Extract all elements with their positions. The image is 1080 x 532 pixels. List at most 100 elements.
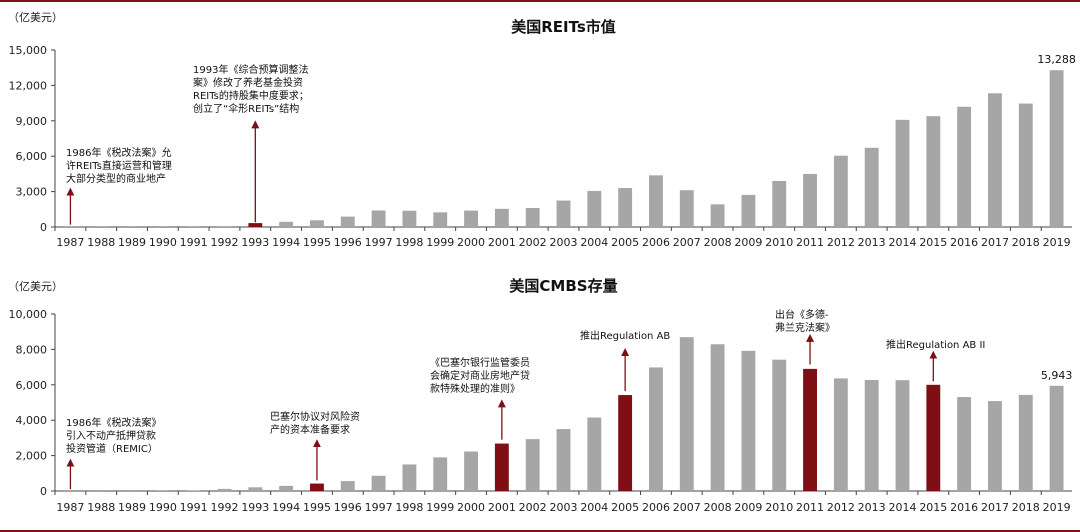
annotation-text-line: 许REITs直接运营和管理 <box>66 159 172 172</box>
bar-highlight <box>618 395 633 491</box>
bar <box>371 210 386 227</box>
annotation-text-line: 会确定对商业房地产贷 <box>430 369 530 382</box>
y-tick-label: 6,000 <box>16 150 48 163</box>
annotation-text-line: 1986年《税改法案》允 <box>66 146 171 159</box>
x-tick-label: 1998 <box>395 501 423 514</box>
y-tick-label: 10,000 <box>9 308 48 321</box>
bar <box>279 485 294 491</box>
bar <box>803 173 817 227</box>
x-tick-label: 2019 <box>1043 236 1071 249</box>
x-tick-label: 2004 <box>580 501 608 514</box>
bar <box>310 220 324 227</box>
bar <box>186 490 201 491</box>
bar <box>525 439 540 491</box>
x-tick-label: 1991 <box>180 501 208 514</box>
bar <box>279 221 294 227</box>
bottom-rule <box>0 530 1080 532</box>
x-tick-label: 2018 <box>1012 501 1040 514</box>
annotation-text-line: 创立了“伞形REITs”结构 <box>193 102 299 115</box>
x-tick-label: 1991 <box>180 236 208 249</box>
y-tick-label: 8,000 <box>16 343 48 356</box>
annotation-text-line: 1986年《税改法案》 <box>66 416 161 429</box>
y-tick-label: 4,000 <box>16 414 48 427</box>
x-tick-label: 1989 <box>118 501 146 514</box>
bar <box>340 216 355 227</box>
annotation-text-line: 出台《多德- <box>775 308 829 321</box>
x-tick-label: 2007 <box>673 501 701 514</box>
annotation-text-line: 推出Regulation AB <box>580 329 670 342</box>
x-tick-label: 1992 <box>211 501 239 514</box>
x-tick-label: 2010 <box>765 236 793 249</box>
y-tick-label: 12,000 <box>9 79 48 92</box>
bar <box>433 457 448 491</box>
annotation-text-line: 巴塞尔协议对风险资 <box>270 410 360 423</box>
x-tick-label: 1997 <box>365 236 393 249</box>
annotation-text-line: 《巴塞尔银行监管委员 <box>430 356 530 369</box>
bar <box>1018 394 1033 491</box>
x-tick-label: 2016 <box>950 501 978 514</box>
bar <box>988 93 1002 227</box>
x-tick-label: 1989 <box>118 236 146 249</box>
bar <box>433 212 448 227</box>
bar <box>957 106 972 227</box>
annotation-text-line: 1993年《综合预算调整法 <box>193 63 308 76</box>
x-tick-label: 2017 <box>981 501 1009 514</box>
bar <box>833 155 848 227</box>
x-tick-label: 2004 <box>580 236 608 249</box>
bar <box>957 397 972 491</box>
bar <box>988 401 1002 491</box>
x-tick-label: 2010 <box>765 501 793 514</box>
bar <box>833 378 848 491</box>
x-tick-label: 1996 <box>334 501 362 514</box>
x-tick-label: 2000 <box>457 236 485 249</box>
x-tick-label: 2006 <box>642 236 670 249</box>
x-tick-label: 2015 <box>919 501 947 514</box>
x-tick-label: 1987 <box>56 236 84 249</box>
x-tick-label: 2005 <box>611 501 639 514</box>
chart-title: 美国CMBS存量 <box>509 277 617 295</box>
bar <box>402 210 417 227</box>
bar <box>618 188 633 227</box>
x-tick-label: 1994 <box>272 236 300 249</box>
bar <box>556 200 571 227</box>
y-axis-unit: （亿美元） <box>8 11 63 24</box>
bar <box>1049 385 1064 491</box>
bar-highlight <box>494 443 509 491</box>
x-tick-label: 1992 <box>211 236 239 249</box>
bar <box>895 380 910 491</box>
bar <box>649 175 663 227</box>
x-tick-label: 2018 <box>1012 236 1040 249</box>
x-tick-label: 2019 <box>1043 501 1071 514</box>
annotation-text-line: 引入不动产抵押贷款 <box>66 429 156 442</box>
y-tick-label: 2,000 <box>16 450 48 463</box>
annotation-text-line: 产的资本准备要求 <box>270 423 350 436</box>
chart-2: 美国CMBS存量 （亿美元） 0 2,000 4,000 6,000 8,000 10,000… <box>8 277 1072 514</box>
bar <box>679 190 694 227</box>
x-tick-label: 2002 <box>519 501 547 514</box>
bar <box>864 147 879 227</box>
annotation-text-line: 推出Regulation AB II <box>886 338 985 351</box>
annotation-text-line: 款特殊处理的准则》 <box>430 382 520 395</box>
x-tick-label: 2015 <box>919 236 947 249</box>
bar <box>464 451 478 491</box>
x-tick-label: 2006 <box>642 501 670 514</box>
x-tick-label: 2002 <box>519 236 547 249</box>
bar <box>864 380 879 491</box>
y-tick-label: 0 <box>40 485 47 498</box>
x-tick-label: 1995 <box>303 501 331 514</box>
bar <box>741 350 756 491</box>
x-tick-label: 1995 <box>303 236 331 249</box>
bar <box>340 481 355 491</box>
bar <box>710 204 725 227</box>
x-tick-label: 2011 <box>796 236 824 249</box>
y-tick-label: 0 <box>40 221 47 234</box>
annotation-text-line: 弗兰克法案》 <box>775 321 835 334</box>
bar <box>741 194 756 227</box>
y-tick-label: 3,000 <box>16 186 48 199</box>
bar <box>217 488 232 491</box>
bar-highlight <box>310 483 324 491</box>
x-tick-label: 2001 <box>488 501 516 514</box>
x-tick-label: 1998 <box>395 236 423 249</box>
top-rule <box>0 0 1080 2</box>
